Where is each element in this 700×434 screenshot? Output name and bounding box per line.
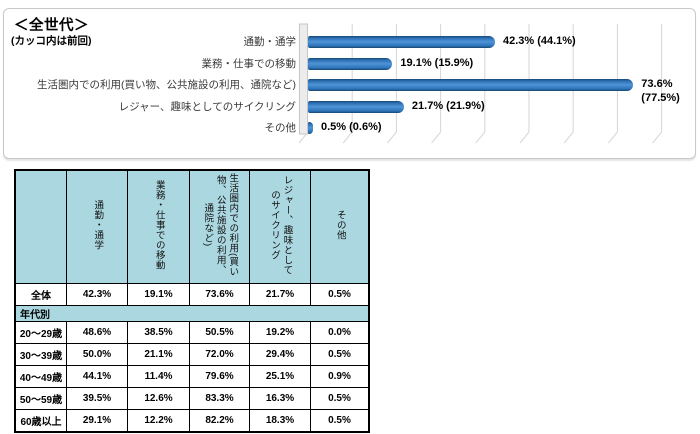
results-table-wrap: 通勤・通学 業務・仕事での移動 生活圏内での利用(買い物、公共施設の利用、通院など)…	[15, 170, 369, 432]
bar-0	[308, 36, 495, 48]
column-header-label: 生活圏内での利用(買い物、公共施設の利用、通院など)	[202, 172, 239, 277]
table-cell: 21.7%	[249, 283, 311, 306]
row-label: 20～29歳	[15, 321, 67, 344]
bar-3	[308, 100, 404, 113]
table-cell: 50.5%	[189, 321, 250, 344]
table-cell: 25.1%	[249, 365, 311, 388]
table-cell: 16.3%	[249, 387, 311, 410]
column-header: 通勤・通学	[66, 170, 128, 284]
table-row: 30～39歳 50.0% 21.1% 72.0% 29.4% 0.5%	[15, 343, 369, 366]
table-row: 60歳以上 29.1% 12.2% 82.2% 18.3% 0.5%	[15, 409, 369, 432]
table-cell: 44.1%	[66, 365, 128, 388]
table-cell: 42.3%	[66, 283, 128, 306]
table-cell: 39.5%	[66, 387, 128, 410]
table-cell: 29.4%	[249, 343, 311, 366]
table-cell: 48.6%	[66, 321, 128, 344]
table-cell: 50.0%	[66, 343, 128, 366]
table-cell: 0.0%	[310, 321, 369, 344]
value-label: 73.6% (77.5%)	[641, 78, 680, 104]
table-cell: 82.2%	[189, 409, 250, 432]
column-header: 生活圏内での利用(買い物、公共施設の利用、通院など)	[189, 170, 250, 284]
table-cell: 21.1%	[127, 343, 190, 366]
table-cell: 38.5%	[127, 321, 190, 344]
table-cell: 19.1%	[127, 283, 190, 306]
row-label: 40～49歳	[15, 365, 67, 388]
bar-2	[308, 79, 634, 91]
table-row: 全体 42.3% 19.1% 73.6% 21.7% 0.5%	[15, 283, 369, 306]
table-cell: 11.4%	[127, 365, 190, 388]
column-header-label: レジャー、趣味としてのサイクリング	[269, 174, 293, 275]
section-row-label: 年代別	[15, 305, 369, 322]
table-cell: 73.6%	[189, 283, 250, 306]
chart-subtitle: (カッコ内は前回)	[11, 35, 92, 47]
column-header-label: その他	[334, 209, 346, 240]
table-corner-cell	[15, 170, 67, 284]
column-header-label: 業務・仕事での移動	[153, 179, 165, 270]
table-row: 50～59歳 39.5% 12.6% 83.3% 16.3% 0.5%	[15, 387, 369, 410]
table-cell: 0.9%	[310, 365, 369, 388]
category-label: 通勤・通学	[243, 36, 297, 48]
table-cell: 0.5%	[310, 343, 369, 366]
row-label: 30～39歳	[15, 343, 67, 366]
results-table: 通勤・通学 業務・仕事での移動 生活圏内での利用(買い物、公共施設の利用、通院など)…	[15, 170, 369, 432]
chart-panel: ＜全世代＞ (カッコ内は前回) 通勤・通学 42.3% (44.1%) 業務・仕事で…	[3, 8, 696, 159]
table-cell: 29.1%	[66, 409, 128, 432]
value-label: 19.1% (15.9%)	[400, 56, 474, 69]
category-label: その他	[264, 122, 297, 134]
table-cell: 12.6%	[127, 387, 190, 410]
table-cell: 72.0%	[189, 343, 250, 366]
value-label: 0.5% (0.6%)	[321, 121, 382, 133]
table-cell: 79.6%	[189, 365, 250, 388]
category-label: レジャー、趣味としてのサイクリング	[118, 100, 296, 113]
row-label: 60歳以上	[15, 409, 67, 432]
table-cell: 18.3%	[249, 409, 311, 432]
table-cell: 0.5%	[310, 283, 369, 306]
table-cell: 0.5%	[310, 387, 369, 410]
table-cell: 19.2%	[249, 321, 311, 344]
bar-1	[308, 57, 393, 70]
category-label: 生活圏内での利用(買い物、公共施設の利用、通院など)	[37, 79, 296, 91]
table-row: 40～49歳 44.1% 11.4% 79.6% 25.1% 0.9%	[15, 365, 369, 388]
row-label: 50～59歳	[15, 387, 67, 410]
table-cell: 83.3%	[189, 387, 250, 410]
column-header: その他	[310, 170, 369, 284]
row-label: 全体	[15, 283, 67, 306]
column-header: レジャー、趣味としてのサイクリング	[249, 170, 311, 284]
column-header-label: 通勤・通学	[92, 199, 104, 250]
column-header: 業務・仕事での移動	[127, 170, 190, 284]
table-row: 20～29歳 48.6% 38.5% 50.5% 19.2% 0.0%	[15, 321, 369, 344]
table-cell: 12.2%	[127, 409, 190, 432]
bar-4	[308, 122, 313, 134]
chart-title: ＜全世代＞	[14, 18, 89, 34]
category-label: 業務・仕事での移動	[201, 57, 297, 70]
table-cell: 0.5%	[310, 409, 369, 432]
value-label: 21.7% (21.9%)	[411, 99, 485, 112]
value-label: 42.3% (44.1%)	[502, 35, 576, 47]
